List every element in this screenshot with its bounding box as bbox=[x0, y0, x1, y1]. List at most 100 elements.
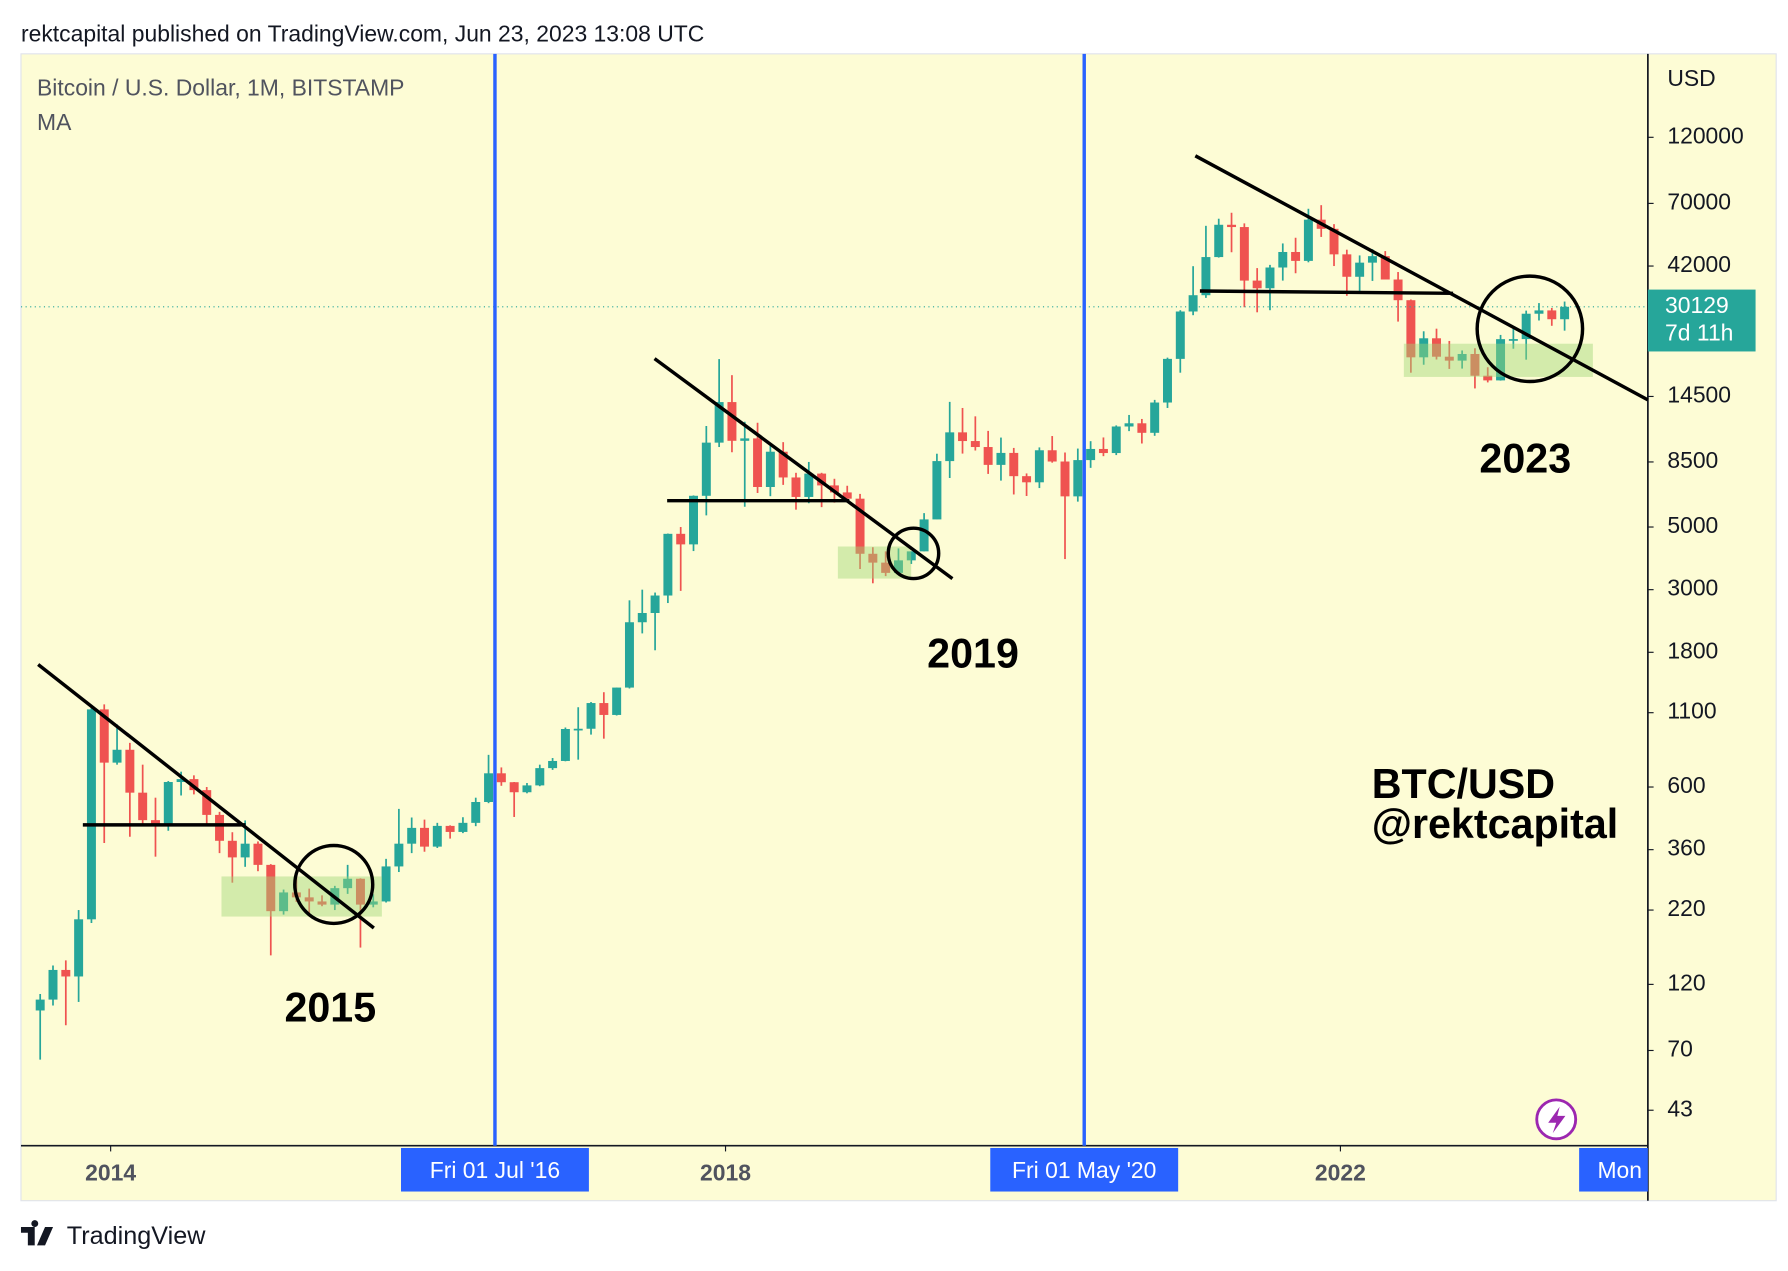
y-tick-label: 43 bbox=[1667, 1095, 1692, 1121]
candle-body bbox=[842, 492, 852, 499]
candle-body bbox=[1534, 310, 1544, 314]
candle-body bbox=[484, 773, 494, 803]
candle-body bbox=[86, 709, 96, 920]
candle-body bbox=[1111, 426, 1121, 454]
trendline bbox=[653, 357, 954, 580]
candle-body bbox=[522, 785, 532, 793]
candle-body bbox=[394, 843, 404, 867]
candle-body bbox=[1419, 338, 1429, 358]
candle-body bbox=[1214, 224, 1224, 258]
x-tick-label: 2014 bbox=[85, 1159, 136, 1185]
candle-body bbox=[407, 827, 417, 844]
candle-body bbox=[1227, 224, 1237, 228]
candle-body bbox=[509, 782, 519, 793]
countdown: 7d 11h bbox=[1665, 319, 1733, 345]
annotation: 2015 bbox=[284, 984, 376, 1030]
y-axis-label: USD bbox=[1667, 65, 1715, 91]
candle-body bbox=[99, 709, 109, 763]
candle-body bbox=[1355, 262, 1365, 277]
candle-body bbox=[1278, 251, 1288, 268]
candle-body bbox=[1073, 460, 1083, 497]
candle-body bbox=[1496, 339, 1506, 381]
candle-body bbox=[1137, 423, 1147, 433]
candle-body bbox=[1432, 338, 1441, 357]
cursor-label-box bbox=[1579, 1147, 1648, 1192]
candle-body bbox=[573, 728, 583, 731]
candle-body bbox=[1406, 300, 1416, 358]
candle-body bbox=[983, 447, 993, 465]
logo-mark bbox=[20, 1220, 54, 1246]
annotation: BTC/USD bbox=[1372, 761, 1555, 807]
candle-body bbox=[791, 477, 801, 497]
candle-body bbox=[740, 438, 750, 441]
annotation: 2023 bbox=[1479, 436, 1571, 482]
candle-body bbox=[932, 461, 942, 520]
candle-body bbox=[1034, 450, 1044, 483]
candle-body bbox=[714, 402, 724, 443]
breakout-circle bbox=[293, 843, 375, 926]
candle-body bbox=[1291, 251, 1301, 261]
alert-bolt[interactable] bbox=[1548, 1106, 1566, 1134]
candle-body bbox=[240, 843, 250, 858]
marker-label: Fri 01 Jul '16 bbox=[430, 1157, 560, 1183]
annotation: @rektcapital bbox=[1372, 801, 1618, 847]
candle-body bbox=[1150, 402, 1160, 433]
brand: TradingView bbox=[67, 1222, 206, 1250]
candle-body bbox=[804, 473, 814, 497]
candle-body bbox=[637, 613, 647, 623]
candle-body bbox=[432, 825, 442, 847]
indicator: MA bbox=[37, 109, 72, 135]
candle-body bbox=[355, 878, 365, 905]
candle-body bbox=[163, 782, 173, 824]
candle-body bbox=[1508, 339, 1518, 341]
candle-body bbox=[202, 790, 212, 815]
candle-body bbox=[1444, 356, 1454, 361]
candle-body bbox=[1009, 452, 1019, 477]
candle-body bbox=[74, 919, 84, 977]
publisher: rektcapital published on TradingView.com… bbox=[21, 21, 704, 47]
candle-body bbox=[1560, 306, 1570, 320]
candle-body bbox=[1393, 279, 1403, 301]
candle-body bbox=[548, 760, 558, 769]
candle-body bbox=[650, 595, 660, 614]
candle-body bbox=[586, 703, 596, 729]
candle-body bbox=[1470, 353, 1480, 376]
candle-body bbox=[1022, 476, 1032, 483]
candle-body bbox=[958, 432, 968, 442]
candle-body bbox=[868, 553, 878, 563]
candle-body bbox=[676, 533, 686, 545]
y-tick-label: 70000 bbox=[1667, 188, 1731, 214]
logo bbox=[20, 1220, 54, 1246]
y-tick-label: 42000 bbox=[1667, 251, 1731, 277]
y-tick-label: 1100 bbox=[1667, 698, 1716, 724]
candle-body bbox=[829, 485, 839, 493]
candle-body bbox=[61, 969, 71, 977]
candle-body bbox=[689, 495, 698, 545]
candle-body bbox=[420, 827, 429, 847]
marker-label-box bbox=[401, 1147, 589, 1192]
candle-body bbox=[1367, 256, 1377, 263]
candle-body bbox=[855, 498, 865, 554]
candle-body bbox=[535, 768, 545, 786]
candle-body bbox=[945, 432, 955, 462]
candle-body bbox=[1188, 295, 1198, 312]
candle-body bbox=[765, 451, 775, 487]
candle-body bbox=[48, 969, 58, 1000]
candle-body bbox=[1303, 219, 1313, 261]
candle-body bbox=[215, 814, 225, 841]
candle-body bbox=[176, 779, 186, 783]
x-tick-label: 2022 bbox=[1315, 1159, 1366, 1185]
candle-body bbox=[1201, 257, 1211, 296]
candle-body bbox=[1265, 267, 1275, 289]
candle-body bbox=[458, 822, 468, 832]
alert-icon[interactable] bbox=[1535, 1098, 1578, 1141]
candle-body bbox=[471, 802, 481, 823]
y-tick-label: 220 bbox=[1667, 895, 1705, 921]
candle-body bbox=[1329, 228, 1339, 255]
breakout-circle bbox=[886, 526, 941, 581]
chart-title: Bitcoin / U.S. Dollar, 1M, BITSTAMP bbox=[37, 74, 404, 100]
last-price-box bbox=[1647, 289, 1756, 352]
candle-body bbox=[753, 438, 763, 487]
candle-body bbox=[612, 687, 622, 715]
